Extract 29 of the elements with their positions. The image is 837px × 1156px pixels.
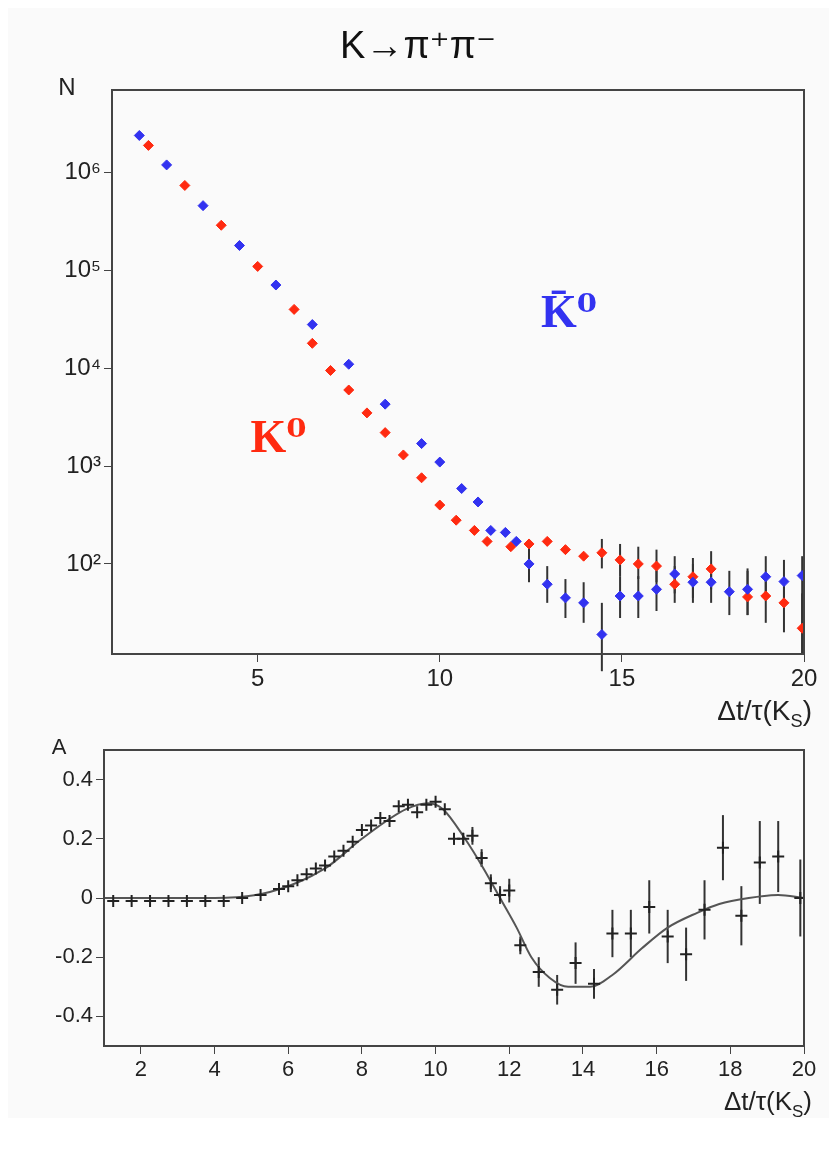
y-tick-label: 0 — [80, 884, 93, 910]
y-tick-label: 10² — [66, 548, 102, 576]
x-tick-label: 10 — [423, 1056, 448, 1082]
x-tick-label: 16 — [644, 1056, 669, 1082]
x-tick-label: 20 — [790, 664, 818, 692]
series-label: K⁰ — [250, 410, 307, 462]
y-tick-label: 10⁵ — [64, 255, 101, 283]
y-axis-title: A — [51, 734, 67, 760]
y-tick-label: 0.4 — [62, 765, 93, 791]
text: K̄⁰ — [541, 286, 597, 338]
y-axis-title: N — [58, 72, 76, 100]
x-tick-label: 8 — [355, 1056, 369, 1082]
y-tick-label: 10⁴ — [63, 352, 101, 380]
x-tick-label: 2 — [134, 1056, 147, 1082]
y-tick-label: -0.2 — [55, 943, 93, 969]
x-tick-label: 15 — [608, 664, 636, 692]
x-tick-label: 12 — [497, 1056, 522, 1082]
y-tick-label: 0.2 — [62, 824, 93, 850]
chart-title: K→π⁺π⁻ — [339, 23, 497, 68]
x-tick-label: 6 — [282, 1056, 295, 1082]
y-tick-label: 10⁶ — [64, 157, 101, 185]
x-tick-label: 20 — [791, 1056, 817, 1082]
x-tick-label: 5 — [251, 664, 265, 692]
x-tick-label: 4 — [208, 1056, 221, 1082]
x-tick-label: 14 — [570, 1056, 596, 1082]
y-tick-label: -0.4 — [55, 1002, 93, 1028]
x-tick-label: 10 — [426, 664, 454, 692]
y-tick-label: 10³ — [66, 450, 102, 478]
x-tick-label: 18 — [718, 1056, 743, 1082]
